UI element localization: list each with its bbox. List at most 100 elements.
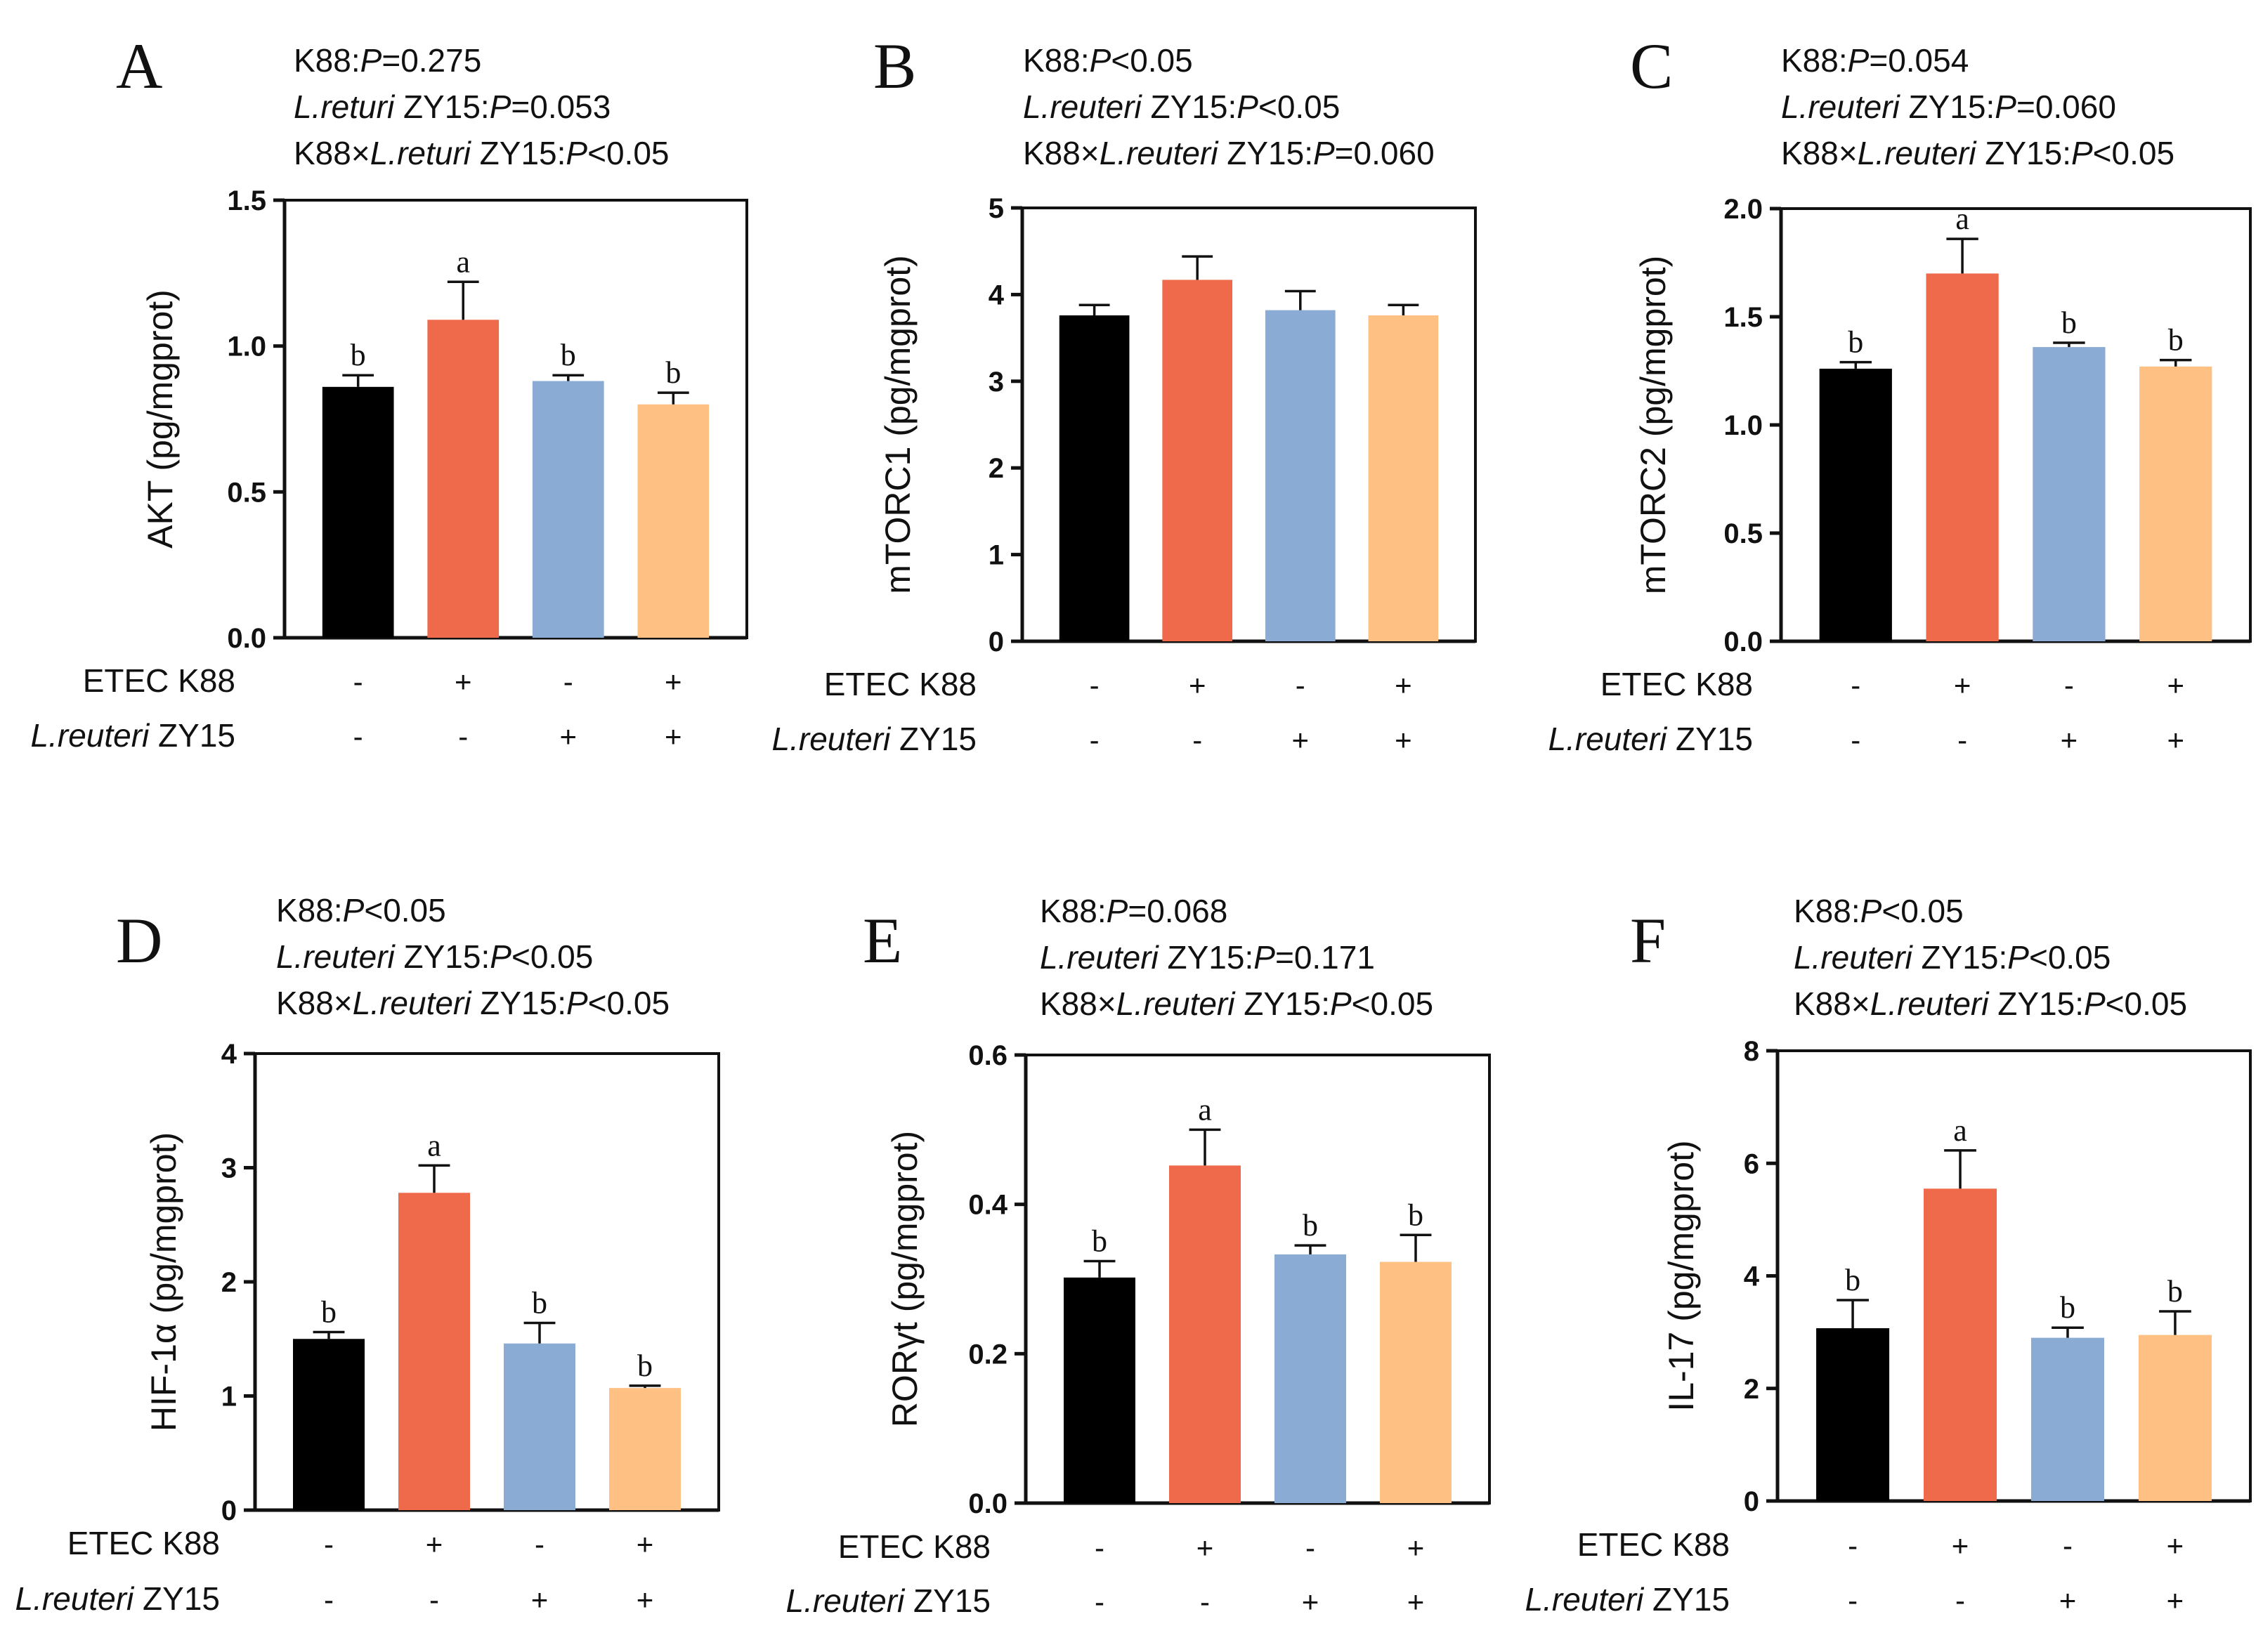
stat-line: L.reuteri ZY15:P=0.171 (1040, 939, 1375, 976)
stat-run: K88: (1781, 42, 1848, 79)
row-label-rest: ZY15 (890, 721, 977, 757)
etec-sign: + (1395, 669, 1412, 702)
stat-italic-run: L.reuteri (353, 985, 473, 1021)
y-axis-label: HIF-1α (pg/mgprot) (144, 1132, 183, 1431)
y-tick-label: 4 (989, 280, 1005, 310)
lreuteri-sign: - (324, 1583, 334, 1616)
bar (2138, 1335, 2212, 1501)
row-label-etec: ETEC K88 (67, 1525, 220, 1561)
lreuteri-sign: + (1395, 723, 1412, 756)
y-tick-label: 0.5 (227, 477, 266, 508)
stat-line: K88×L.reuteri ZY15:P=0.060 (1023, 135, 1435, 171)
y-tick-label: 1.0 (227, 332, 266, 362)
stat-run: ZY15: (1218, 135, 1313, 171)
stat-run: K88× (1040, 985, 1116, 1022)
etec-sign: - (535, 1528, 544, 1561)
etec-sign: + (2167, 669, 2184, 702)
bar (1926, 273, 1999, 641)
y-tick-label: 0.2 (968, 1339, 1007, 1370)
stat-run: <0.05 (2029, 939, 2111, 976)
stat-italic-run: P (1253, 939, 1275, 976)
etec-sign: - (1090, 669, 1100, 702)
stat-run: ZY15: (1912, 939, 2008, 976)
lreuteri-sign: - (1090, 723, 1100, 756)
y-tick-label: 6 (1744, 1148, 1759, 1179)
stat-italic-run: P (360, 42, 382, 79)
row-label-italic: L.reuteri (1548, 721, 1669, 757)
y-tick-label: 2 (1744, 1374, 1759, 1405)
stat-run: K88× (276, 985, 353, 1021)
bar (1380, 1261, 1452, 1503)
etec-sign: + (426, 1528, 443, 1561)
stat-run: K88× (294, 135, 370, 171)
bar (504, 1343, 575, 1510)
lreuteri-sign: + (1407, 1585, 1425, 1618)
stat-line: K88:P=0.275 (294, 42, 481, 79)
stat-line: K88×L.reuteri ZY15:P<0.05 (1781, 135, 2174, 171)
stat-run: ZY15: (1234, 985, 1330, 1022)
significance-letter: a (456, 244, 470, 279)
significance-letter: b (2168, 323, 2184, 358)
stat-line: L.reuteri ZY15:P=0.060 (1781, 88, 2116, 125)
stat-italic-run: L.reuteri (1040, 939, 1160, 976)
row-label-etec: ETEC K88 (838, 1528, 991, 1565)
etec-sign: + (1189, 669, 1206, 702)
stat-run: ZY15: (1988, 985, 2084, 1022)
row-label-rest: ZY15 (1643, 1581, 1730, 1618)
stat-run: =0.068 (1128, 893, 1227, 929)
etec-sign: - (1095, 1531, 1104, 1564)
bar (322, 386, 394, 638)
significance-letter: a (1953, 1113, 1967, 1148)
stat-italic-run: L.reuteri (1794, 939, 1914, 976)
etec-sign: - (353, 665, 363, 698)
bar (1816, 1328, 1890, 1501)
chart-panel-f: F K88:P<0.05L.reuteri ZY15:P<0.05K88×L.re… (1525, 893, 2252, 1618)
lreuteri-sign: + (665, 720, 682, 753)
stat-italic-run: P (1848, 42, 1870, 79)
significance-letter: b (2060, 1290, 2075, 1325)
stat-run: K88× (1794, 985, 1870, 1022)
row-label-italic: L.reuteri (772, 721, 892, 757)
panel-letter: E (863, 905, 902, 976)
row-label-lreuteri: L.reuteri ZY15 (31, 717, 235, 754)
y-tick-label: 1 (221, 1382, 237, 1412)
stat-run: <0.05 (1111, 42, 1192, 79)
lreuteri-sign: + (2167, 723, 2184, 756)
lreuteri-sign: - (1955, 1584, 1965, 1617)
lreuteri-sign: + (637, 1583, 654, 1616)
stat-run: ZY15: (471, 985, 566, 1021)
y-tick-label: 0.0 (1723, 627, 1763, 657)
row-label-lreuteri: L.reuteri ZY15 (772, 721, 977, 757)
stat-italic-run: L.returi (370, 135, 472, 171)
row-label-rest: ZY15 (149, 717, 235, 754)
panel-letter: C (1630, 30, 1673, 102)
stat-run: <0.05 (588, 985, 670, 1021)
row-label-etec: ETEC K88 (83, 662, 235, 699)
stat-italic-run: P (490, 88, 511, 125)
bar (293, 1339, 365, 1510)
stat-italic-run: L.reuteri (1116, 985, 1237, 1022)
stat-italic-run: P (566, 135, 587, 171)
bar (1064, 1277, 1135, 1503)
significance-letter: b (1408, 1198, 1423, 1232)
bar (637, 404, 710, 638)
lreuteri-sign: - (1095, 1585, 1104, 1618)
lreuteri-sign: + (531, 1583, 549, 1616)
stat-italic-run: L.reuteri (1870, 985, 1990, 1022)
significance-letter: a (1955, 202, 1969, 236)
bar (1274, 1254, 1346, 1503)
row-label-lreuteri: L.reuteri ZY15 (1548, 721, 1753, 757)
lreuteri-sign: + (1302, 1585, 1319, 1618)
stat-run: <0.05 (511, 938, 593, 975)
row-label-rest: ZY15 (1667, 721, 1753, 757)
stat-run: ZY15: (1976, 135, 2071, 171)
lreuteri-sign: - (458, 720, 468, 753)
lreuteri-sign: - (353, 720, 363, 753)
etec-sign: - (1851, 669, 1860, 702)
stat-italic-run: L.reuteri (1100, 135, 1220, 171)
lreuteri-sign: - (429, 1583, 439, 1616)
stat-run: ZY15: (394, 88, 490, 125)
bar (532, 381, 604, 638)
bar (398, 1193, 470, 1510)
